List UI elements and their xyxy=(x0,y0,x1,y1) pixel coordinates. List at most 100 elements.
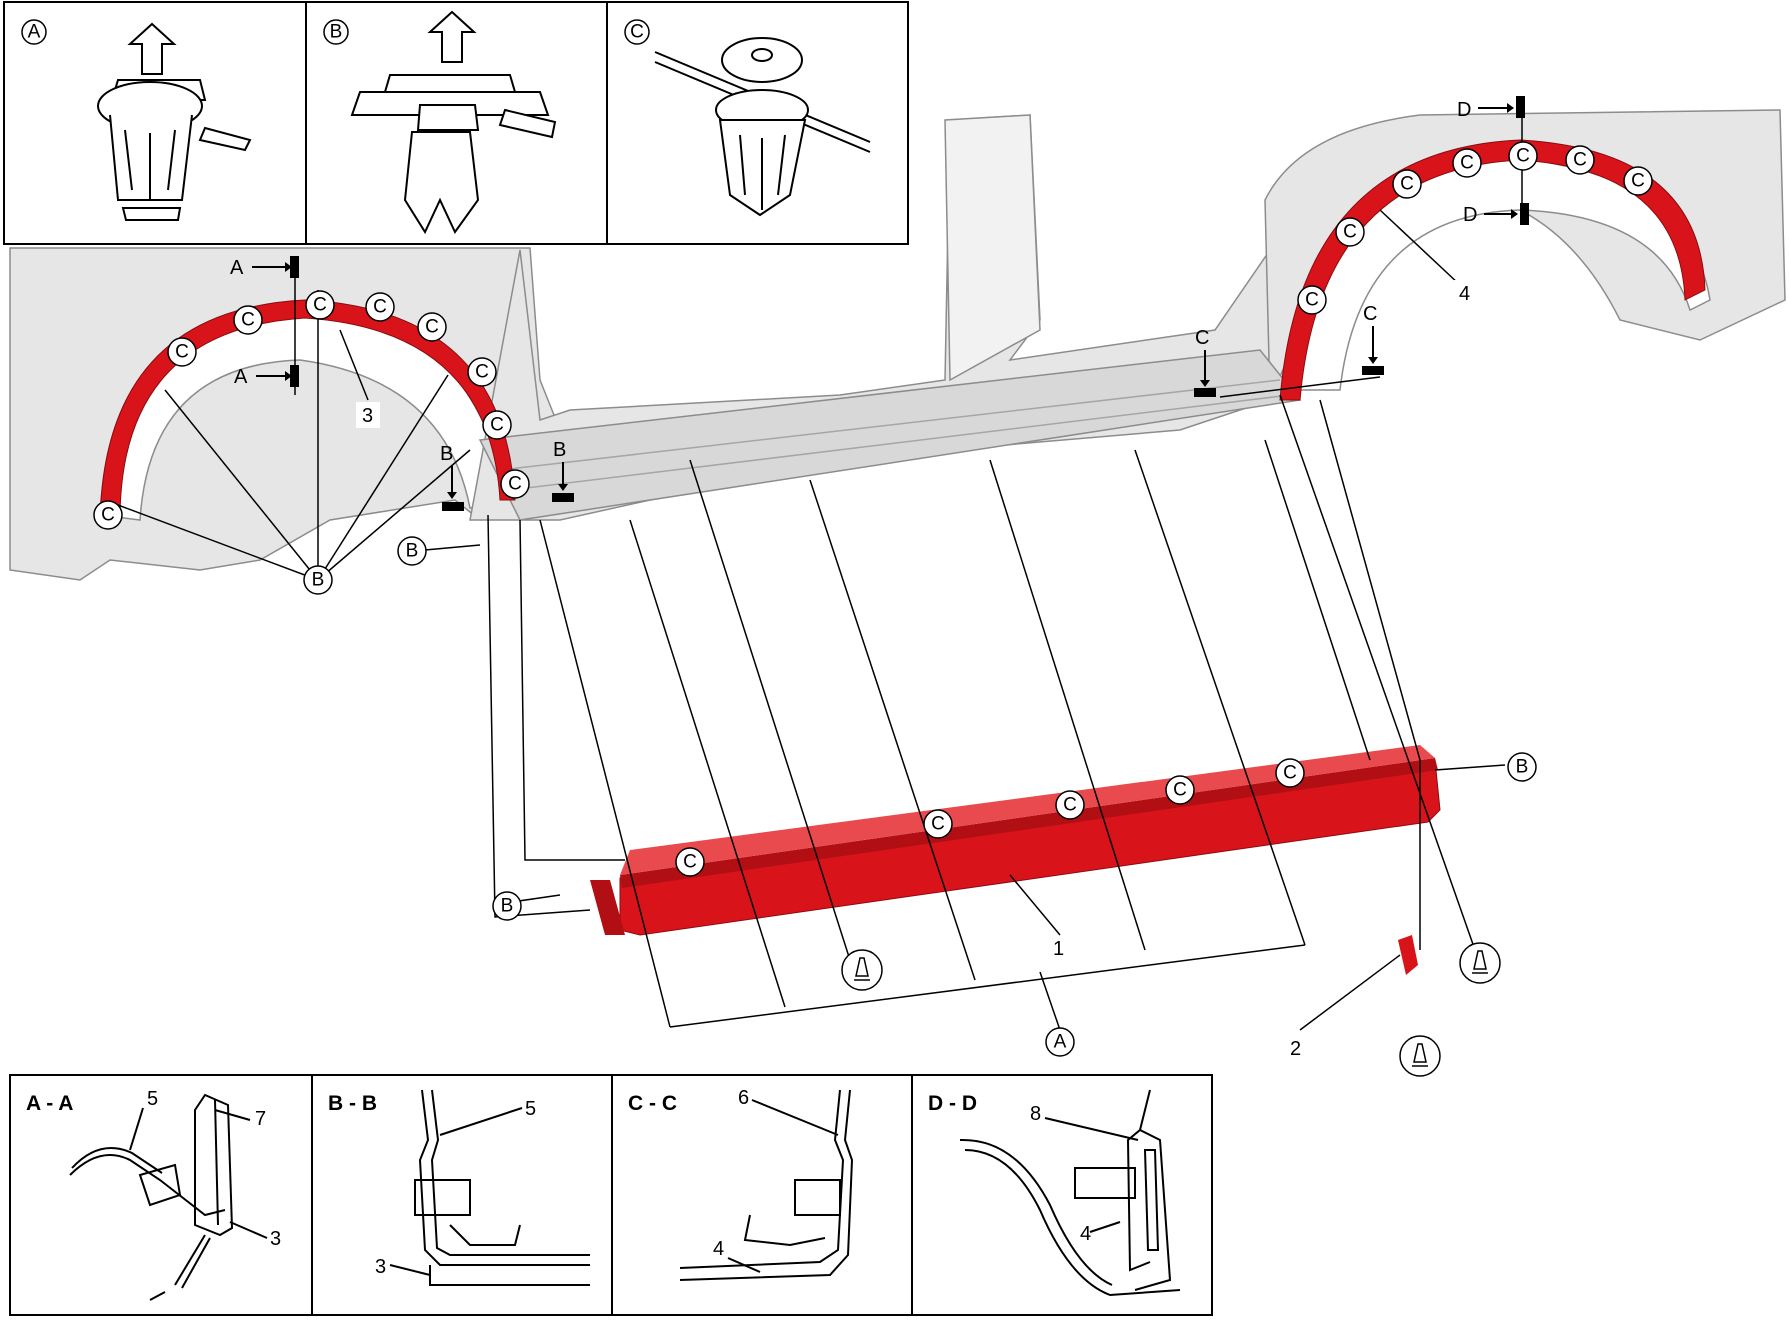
rear-wheel-arch-molding xyxy=(99,299,516,521)
section-bb-panel: B - B 5 3 xyxy=(328,1089,590,1286)
c-clip-marker: C xyxy=(167,337,197,367)
c-clip-marker: C xyxy=(467,357,497,387)
svg-text:C: C xyxy=(1363,303,1377,325)
svg-text:B: B xyxy=(1516,757,1529,778)
section-marker-a-bottom: A xyxy=(234,365,299,388)
c-clip-marker: C xyxy=(1392,169,1422,199)
svg-text:D: D xyxy=(1463,204,1477,226)
c-clip-markers: C C C C C C C C C C C C C C C C C C C C C xyxy=(93,141,1653,877)
svg-text:4: 4 xyxy=(713,1238,724,1260)
c-clip-marker: C xyxy=(305,290,335,320)
svg-text:C: C xyxy=(1305,290,1319,311)
svg-text:A: A xyxy=(230,257,244,279)
svg-text:C: C xyxy=(425,317,439,338)
vehicle-body-side xyxy=(9,109,1786,581)
c-clip-marker: C xyxy=(233,305,263,335)
section-dd-title: D - D xyxy=(928,1092,977,1115)
c-clip-marker: C xyxy=(1297,285,1327,315)
fir-tree-clip-icon xyxy=(654,37,871,217)
clip-detail-panels: A B xyxy=(3,1,909,245)
b-clip-callout-mid: B xyxy=(397,536,427,566)
svg-text:D: D xyxy=(1457,99,1471,121)
svg-text:4: 4 xyxy=(1080,1223,1091,1245)
part-4-label: 4 xyxy=(1459,283,1470,305)
svg-text:5: 5 xyxy=(147,1088,158,1110)
front-wheel-arch-molding xyxy=(1279,139,1706,401)
svg-text:C: C xyxy=(313,295,327,316)
a-clip-callout-bottom: A xyxy=(1045,1027,1075,1057)
section-marker-d-top: D xyxy=(1457,96,1525,121)
c-clip-marker: C xyxy=(675,847,705,877)
svg-text:6: 6 xyxy=(738,1087,749,1109)
c-clip-marker: C xyxy=(1565,145,1595,175)
svg-text:C: C xyxy=(1063,795,1077,816)
svg-text:A: A xyxy=(1054,1032,1067,1053)
rocker-panel-molding xyxy=(590,745,1441,936)
c-clip-marker: C xyxy=(1623,166,1653,196)
c-clip-marker: C xyxy=(923,809,953,839)
section-marker-c-left: C xyxy=(1194,327,1216,397)
c-clip-marker: C xyxy=(500,469,530,499)
c-clip-marker: C xyxy=(1165,775,1195,805)
tapping-screw-icon xyxy=(841,949,883,991)
svg-text:C: C xyxy=(490,415,504,436)
tapping-screw-icon xyxy=(1399,1035,1441,1077)
c-clip-marker: C xyxy=(1335,217,1365,247)
part-3-label: 3 xyxy=(362,405,373,427)
c-clip-marker: C xyxy=(1508,141,1538,171)
svg-text:B: B xyxy=(440,443,453,465)
svg-text:7: 7 xyxy=(255,1108,266,1130)
c-clip-marker: C xyxy=(417,312,447,342)
section-cc-panel: C - C 6 4 xyxy=(628,1087,854,1281)
clip-type-c-label: C xyxy=(630,22,644,43)
svg-text:C: C xyxy=(1460,153,1474,174)
svg-text:B: B xyxy=(501,896,514,917)
svg-text:5: 5 xyxy=(525,1098,536,1120)
svg-text:C: C xyxy=(1516,146,1530,167)
section-aa-panel: A - A 5 7 3 xyxy=(26,1088,281,1301)
part-number-labels: 3 4 1 2 xyxy=(356,280,1478,1060)
clip-type-a-label: A xyxy=(28,22,41,43)
c-clip-marker: C xyxy=(1275,758,1305,788)
svg-text:C: C xyxy=(1400,174,1414,195)
section-marker-b-right: B xyxy=(552,439,574,502)
part-1-label: 1 xyxy=(1053,938,1064,960)
svg-text:C: C xyxy=(241,310,255,331)
b-clip-callout-bottom: B xyxy=(303,565,333,595)
c-clip-marker: C xyxy=(93,500,123,530)
section-marker-d-bottom: D xyxy=(1463,203,1529,226)
svg-text:C: C xyxy=(175,342,189,363)
b-clip-callout-right: B xyxy=(1507,752,1537,782)
svg-text:C: C xyxy=(683,852,697,873)
svg-text:C: C xyxy=(1343,222,1357,243)
svg-text:C: C xyxy=(101,505,115,526)
svg-text:B: B xyxy=(553,439,566,461)
c-clip-marker: C xyxy=(1452,148,1482,178)
svg-text:3: 3 xyxy=(375,1256,386,1278)
clip-panel-a: A xyxy=(21,19,252,221)
svg-text:C: C xyxy=(1631,171,1645,192)
c-clip-marker: C xyxy=(365,292,395,322)
section-marker-c-right: C xyxy=(1362,303,1384,375)
section-marker-b-left: B xyxy=(440,443,464,511)
svg-text:A: A xyxy=(234,366,248,388)
svg-text:C: C xyxy=(1195,327,1209,349)
svg-text:C: C xyxy=(1173,780,1187,801)
svg-text:C: C xyxy=(1283,763,1297,784)
svg-text:B: B xyxy=(312,570,325,591)
svg-text:C: C xyxy=(1573,150,1587,171)
c-clip-marker: C xyxy=(1055,790,1085,820)
pull-direction-arrow-icon xyxy=(127,22,177,75)
svg-text:C: C xyxy=(373,297,387,318)
push-rivet-clip-icon xyxy=(97,79,252,221)
svg-text:C: C xyxy=(508,474,522,495)
section-cc-title: C - C xyxy=(628,1092,677,1115)
section-marker-a-top: A xyxy=(230,256,299,279)
clip-panel-c: C xyxy=(624,19,871,217)
tapping-screw-icon xyxy=(1459,942,1501,984)
b-clip-callout-left: B xyxy=(492,891,522,921)
svg-text:3: 3 xyxy=(270,1228,281,1250)
svg-text:B: B xyxy=(406,541,419,562)
svg-text:8: 8 xyxy=(1030,1103,1041,1125)
